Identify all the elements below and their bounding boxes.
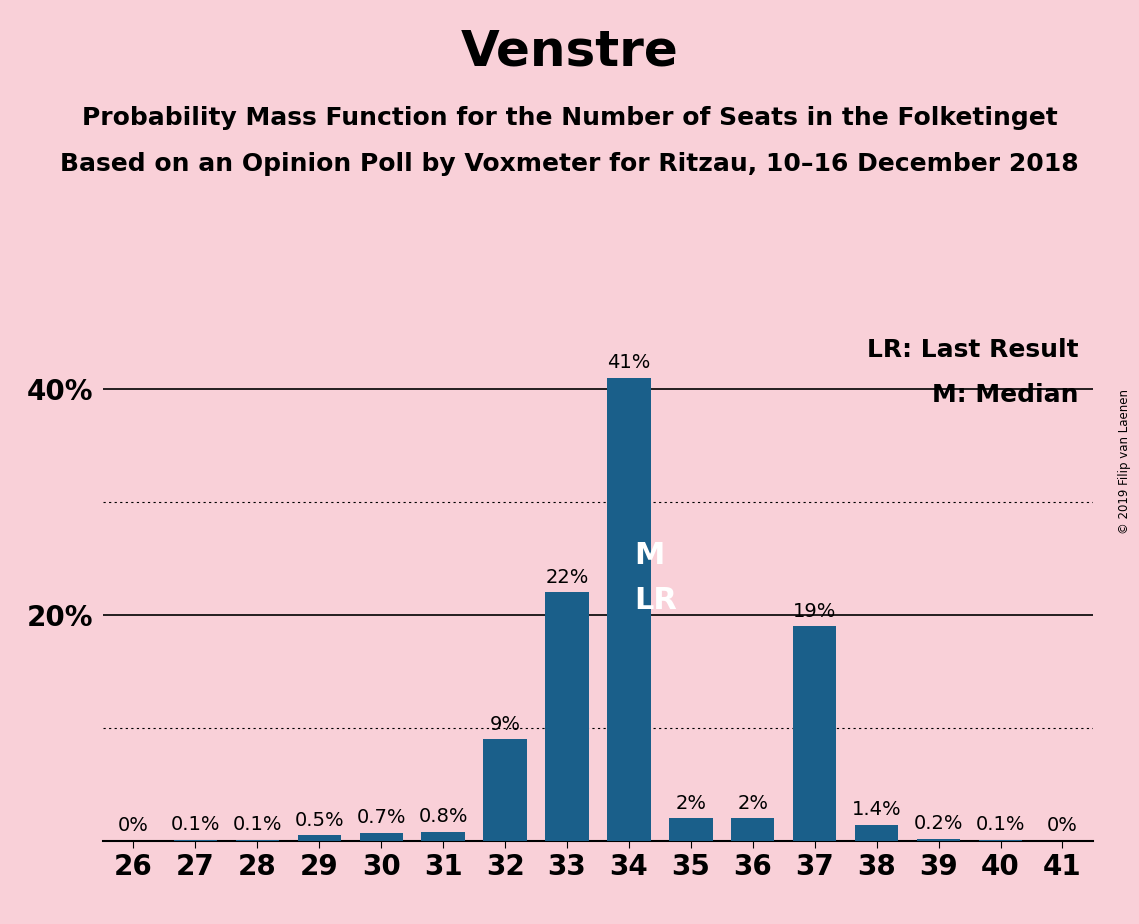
Text: 19%: 19% <box>793 602 836 621</box>
Text: 0.1%: 0.1% <box>976 815 1025 834</box>
Bar <box>855 825 899 841</box>
Bar <box>297 835 341 841</box>
Text: Probability Mass Function for the Number of Seats in the Folketinget: Probability Mass Function for the Number… <box>82 106 1057 130</box>
Text: LR: Last Result: LR: Last Result <box>867 337 1079 361</box>
Text: 0%: 0% <box>1047 816 1077 835</box>
Bar <box>607 378 650 841</box>
Bar <box>793 626 836 841</box>
Text: 1.4%: 1.4% <box>852 800 901 820</box>
Text: 22%: 22% <box>546 567 589 587</box>
Text: 0.2%: 0.2% <box>913 814 964 833</box>
Bar <box>483 739 526 841</box>
Text: 0.5%: 0.5% <box>295 810 344 830</box>
Text: © 2019 Filip van Laenen: © 2019 Filip van Laenen <box>1118 390 1131 534</box>
Bar <box>731 819 775 841</box>
Text: LR: LR <box>634 586 677 615</box>
Bar <box>236 840 279 841</box>
Text: 0%: 0% <box>118 816 149 835</box>
Bar <box>421 832 465 841</box>
Text: 2%: 2% <box>737 794 769 812</box>
Text: 2%: 2% <box>675 794 706 812</box>
Bar <box>917 839 960 841</box>
Text: 41%: 41% <box>607 353 650 372</box>
Bar <box>670 819 713 841</box>
Text: 0.1%: 0.1% <box>232 815 282 834</box>
Bar <box>978 840 1022 841</box>
Bar <box>360 833 403 841</box>
Text: 0.8%: 0.8% <box>418 808 468 826</box>
Text: 9%: 9% <box>490 714 521 734</box>
Text: M: Median: M: Median <box>932 383 1079 407</box>
Text: Based on an Opinion Poll by Voxmeter for Ritzau, 10–16 December 2018: Based on an Opinion Poll by Voxmeter for… <box>60 152 1079 176</box>
Text: 0.7%: 0.7% <box>357 808 405 827</box>
Bar <box>174 840 218 841</box>
Text: Venstre: Venstre <box>460 28 679 76</box>
Bar <box>546 592 589 841</box>
Text: M: M <box>634 541 664 570</box>
Text: 0.1%: 0.1% <box>171 815 220 834</box>
